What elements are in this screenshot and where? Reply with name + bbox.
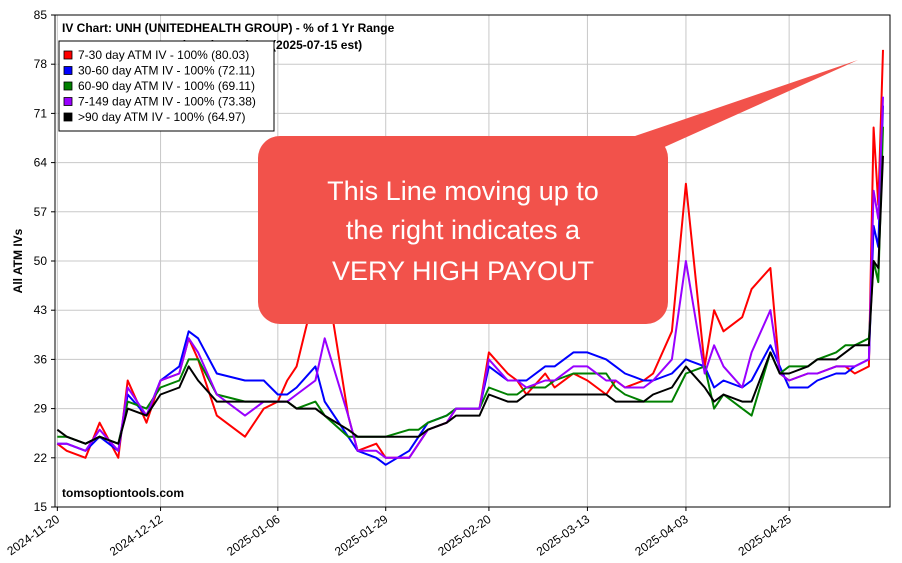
plot-frame bbox=[54, 14, 891, 508]
y-tick-label: 36 bbox=[34, 352, 48, 366]
y-tick-label: 78 bbox=[34, 57, 48, 71]
legend-entry: 7-30 day ATM IV - 100% (80.03) bbox=[78, 48, 249, 62]
callout-box bbox=[258, 136, 668, 324]
legend: 7-30 day ATM IV - 100% (80.03) 30-60 day … bbox=[58, 40, 275, 132]
callout: This Line moving up to the right indicat… bbox=[258, 60, 858, 324]
callout-line-2: the right indicates a bbox=[346, 215, 581, 245]
legend-swatch bbox=[63, 97, 73, 106]
series-line-5 bbox=[56, 155, 884, 445]
callout-line-3: VERY HIGH PAYOUT bbox=[332, 256, 594, 286]
legend-swatch bbox=[63, 81, 73, 91]
y-tick-label: 43 bbox=[34, 303, 48, 317]
y-tick-label: 15 bbox=[34, 500, 48, 514]
legend-entry: 30-60 day ATM IV - 100% (72.11) bbox=[78, 64, 255, 78]
series-lines bbox=[56, 49, 884, 466]
watermark: tomsoptiontools.com bbox=[62, 486, 184, 500]
chart-title: IV Chart: UNH (UNITEDHEALTH GROUP) - % o… bbox=[62, 21, 395, 35]
y-axis-label: All ATM IVs bbox=[11, 228, 25, 293]
y-tick-label: 85 bbox=[34, 8, 48, 22]
legend-box bbox=[58, 40, 275, 132]
legend-entry: >90 day ATM IV - 100% (64.97) bbox=[78, 110, 246, 124]
legend-swatch bbox=[63, 66, 73, 75]
y-tick-label: 22 bbox=[34, 451, 48, 465]
y-tick-label: 57 bbox=[34, 205, 48, 219]
y-axis-ticks: 15 22 29 36 43 50 57 64 71 78 85 bbox=[34, 8, 55, 514]
legend-swatch bbox=[63, 50, 73, 60]
y-tick-label: 50 bbox=[34, 254, 48, 268]
y-tick-label: 29 bbox=[34, 402, 48, 416]
legend-swatch bbox=[63, 112, 73, 122]
y-tick-label: 64 bbox=[34, 156, 48, 170]
legend-entry: 7-149 day ATM IV - 100% (73.38) bbox=[78, 95, 256, 109]
callout-line-1: This Line moving up to bbox=[327, 176, 599, 206]
legend-entry: 60-90 day ATM IV - 100% (69.11) bbox=[78, 79, 255, 93]
y-tick-label: 71 bbox=[34, 106, 48, 120]
